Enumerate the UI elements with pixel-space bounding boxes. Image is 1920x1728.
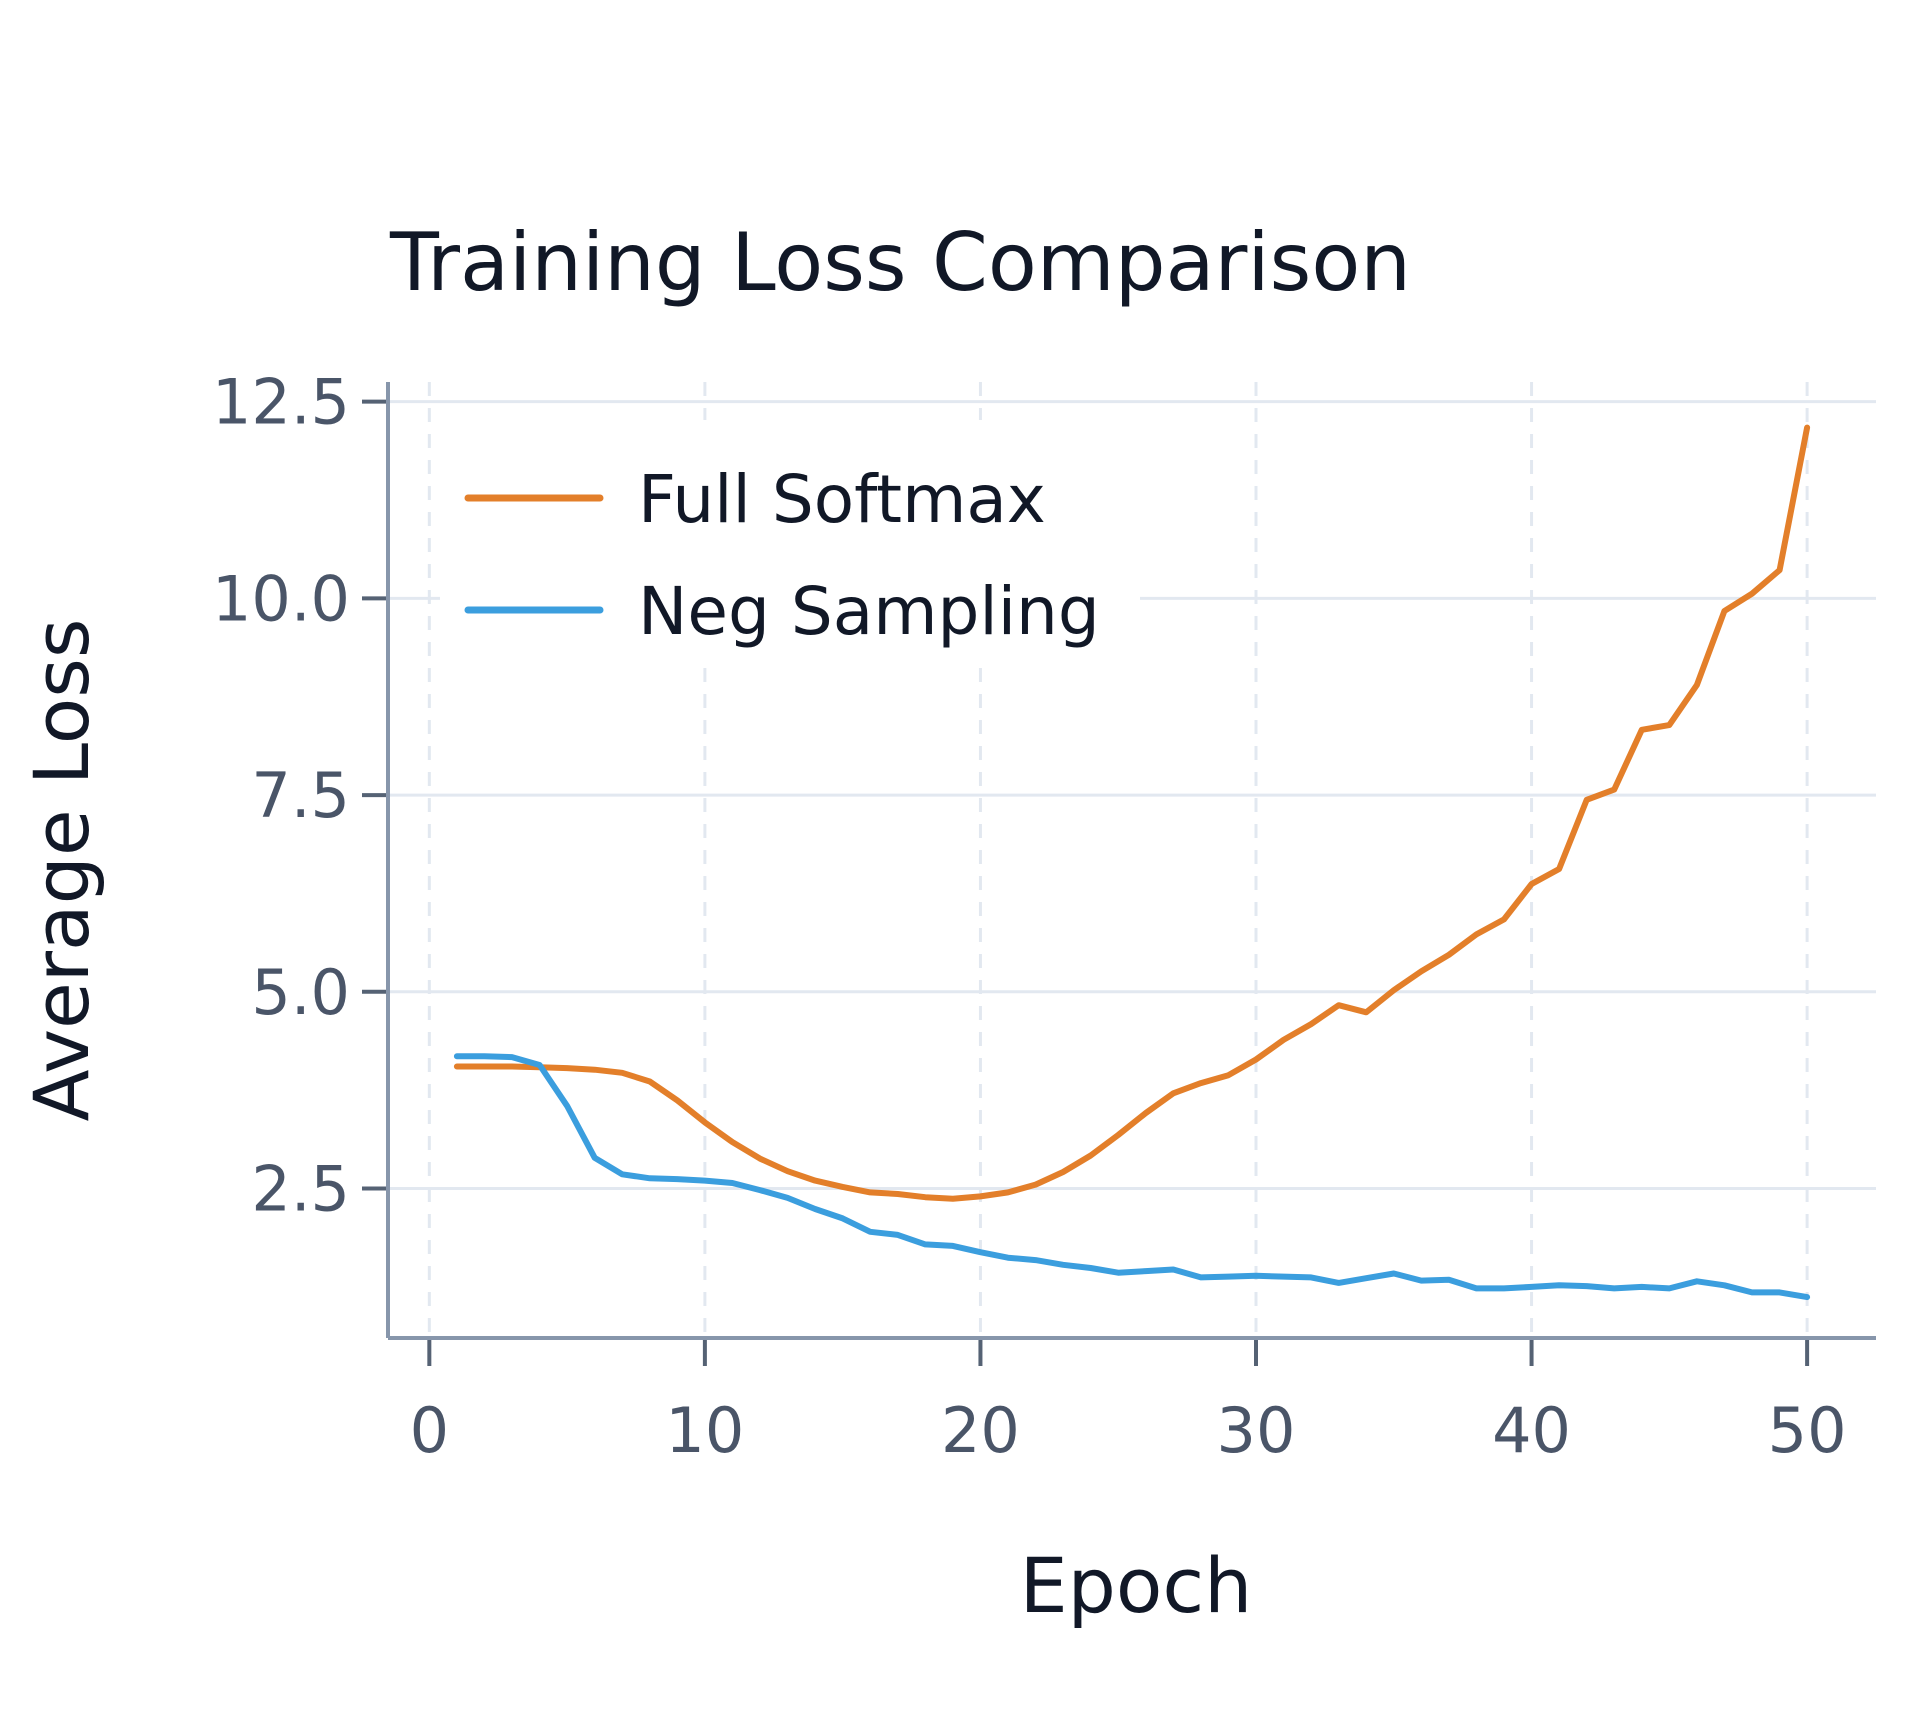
x-tick-label-3: 30 [1217,1394,1296,1467]
legend-box [440,420,1140,660]
chart-title: Training Loss Comparison [389,216,1411,309]
series-line-neg-sampling [453,1053,1811,1301]
y-tick-label-2: 7.5 [251,759,350,832]
y-tick-label-0: 2.5 [251,1153,350,1226]
x-tick-label-4: 40 [1492,1394,1571,1467]
y-tick-label-1: 5.0 [251,956,350,1029]
series-layer [453,424,1811,1301]
axes: 2.5 5.0 7.5 10.0 12.5 0 10 20 30 40 50 [212,366,1876,1467]
legend-label-0: Full Softmax [638,461,1046,538]
y-tick-label-4: 12.5 [212,366,350,439]
legend: Full Softmax Neg Sampling [440,420,1140,660]
y-tick-label-3: 10.0 [212,562,350,635]
x-axis-label: Epoch [1020,1541,1253,1630]
x-tick-label-0: 0 [410,1394,449,1467]
x-tick-label-1: 10 [665,1394,744,1467]
series-line-full-softmax [453,424,1811,1202]
y-axis-label: Average Loss [17,619,106,1122]
x-tick-label-5: 50 [1768,1394,1847,1467]
x-tick-label-2: 20 [941,1394,1020,1467]
legend-label-1: Neg Sampling [638,573,1100,650]
